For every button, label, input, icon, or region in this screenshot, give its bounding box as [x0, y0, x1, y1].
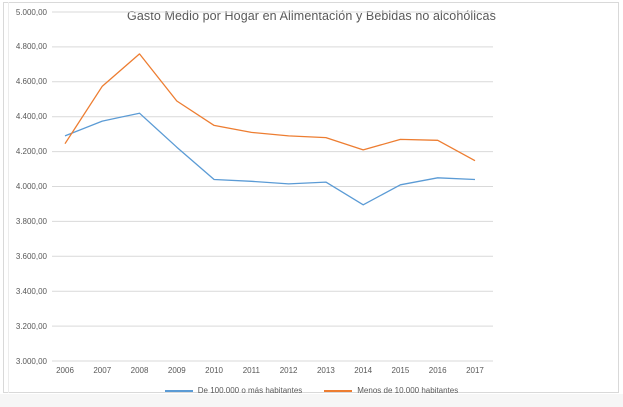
x-axis-tick-label: 2008 — [130, 366, 149, 375]
y-axis-tick-label: 5.000,00 — [15, 7, 47, 17]
y-axis-tick-label: 4.000,00 — [15, 182, 47, 191]
x-axis-tick-label: 2014 — [354, 366, 373, 375]
x-axis-tick-label: 2009 — [167, 366, 186, 375]
legend-label: Menos de 10.000 habitantes — [357, 386, 459, 395]
x-axis-tick-label: 2011 — [242, 366, 260, 375]
x-axis-tick-label: 2017 — [466, 366, 484, 375]
y-axis-tick-label: 3.200,00 — [15, 321, 47, 331]
legend-line-swatch-blue — [164, 390, 193, 392]
y-axis-tick-label: 3.400,00 — [15, 286, 47, 296]
x-axis-tick-label: 2013 — [316, 366, 335, 375]
x-axis-tick-label: 2015 — [391, 366, 410, 375]
x-axis-tick-label: 2016 — [428, 366, 447, 375]
y-axis-tick-label: 3.600,00 — [15, 251, 47, 261]
legend-item-menos-de-10000-habitantes[interactable]: Menos de 10.000 habitantes — [324, 386, 458, 396]
worksheet-gridline-left — [8, 2, 9, 393]
legend: De 100.000 o más habitantes Menos de 10.… — [0, 386, 623, 396]
x-axis-tick-label: 2007 — [93, 366, 112, 375]
y-axis-tick-label: 4.600,00 — [15, 77, 47, 87]
x-axis-tick-label: 2006 — [56, 366, 74, 375]
y-axis-tick-label: 4.400,00 — [15, 112, 47, 122]
y-axis-tick-label: 3.800,00 — [15, 216, 47, 226]
legend-item-de-100000-o-mas-habitantes[interactable]: De 100.000 o más habitantes — [164, 386, 303, 396]
series-line-blue[interactable] — [64, 112, 476, 206]
legend-label: De 100.000 o más habitantes — [197, 386, 303, 395]
y-axis-tick-label: 3.000,00 — [15, 356, 47, 366]
chart-object-frame[interactable] — [3, 2, 619, 393]
x-axis-tick-label: 2010 — [205, 366, 223, 375]
legend-line-swatch-orange — [324, 390, 353, 392]
series-line-orange[interactable] — [64, 53, 476, 162]
y-axis-tick-label: 4.800,00 — [15, 42, 47, 52]
x-axis-tick-label: 2012 — [279, 366, 298, 375]
worksheet-area-below-chart — [0, 394, 623, 407]
y-axis-tick-label: 4.200,00 — [15, 147, 47, 157]
